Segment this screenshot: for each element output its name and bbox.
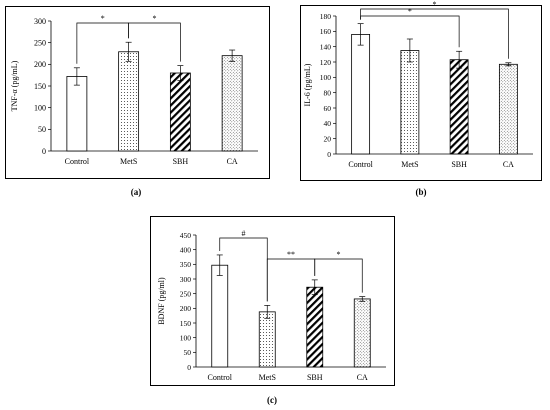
significance-label: # — [242, 229, 246, 238]
bar-sbh — [306, 286, 324, 368]
y-tick-label: 200 — [34, 60, 46, 69]
significance-label: * — [433, 0, 437, 9]
significance-label: * — [153, 14, 157, 23]
bar-sbh — [449, 59, 469, 155]
x-tick-label: SBH — [307, 373, 323, 382]
y-tick-label: 100 — [34, 103, 46, 112]
x-tick-label: SBH — [451, 160, 467, 169]
bar-ca — [498, 63, 518, 155]
y-tick-label: 80 — [324, 88, 332, 97]
y-axis-label: IL-6 (pg/mL) — [303, 63, 312, 106]
il6-chart: 0 20 40 60 80 100 120 140 160 180 IL-6 (pg/mL) Cont… — [303, 0, 533, 169]
y-tick-label: 0 — [187, 363, 191, 372]
bar-ca — [353, 298, 371, 368]
y-tick-label: 0 — [327, 150, 331, 159]
bar-control — [66, 76, 88, 152]
y-tick-label: 200 — [180, 304, 192, 313]
bar-control — [351, 33, 371, 155]
y-axis-label: BDNF (pg/ml) — [157, 277, 166, 325]
chart-panel-a: 0 50 100 150 200 250 300 TNF-α (pg/mL) Control Me… — [5, 6, 270, 179]
y-tick-label: 450 — [180, 231, 192, 240]
y-tick-label: 300 — [34, 17, 46, 26]
y-tick-label: 150 — [34, 82, 46, 91]
x-tick-label: MetS — [120, 157, 137, 166]
bar-ca — [221, 55, 243, 152]
y-axis-label: TNF-α (pg/mL) — [10, 60, 19, 111]
x-tick-label: SBH — [173, 157, 189, 166]
bar-sbh — [169, 72, 191, 152]
bdnf-chart: 0 50 100 150 200 250 300 350 400 450 BDNF (pg/ml) C… — [157, 229, 386, 382]
y-tick-label: 300 — [180, 275, 192, 284]
x-tick-label: Control — [65, 157, 90, 166]
y-tick-label: 100 — [320, 73, 332, 82]
bar-mets — [400, 50, 420, 155]
significance-label: * — [408, 7, 412, 16]
y-tick-label: 160 — [320, 27, 332, 36]
caption-c: (c) — [267, 395, 277, 405]
bar-mets — [258, 311, 276, 368]
y-tick-label: 150 — [180, 319, 192, 328]
x-tick-label: CA — [227, 157, 238, 166]
x-tick-label: Control — [348, 160, 373, 169]
y-tick-label: 40 — [324, 119, 332, 128]
y-tick-label: 180 — [320, 12, 332, 21]
caption-a: (a) — [130, 187, 142, 197]
significance-bracket — [314, 258, 363, 293]
y-tick-label: 60 — [324, 104, 332, 113]
significance-bracket — [360, 8, 509, 59]
y-tick-label: 0 — [42, 147, 46, 156]
y-tick-label: 100 — [180, 333, 192, 342]
x-tick-label: MetS — [401, 160, 418, 169]
y-tick-label: 140 — [320, 42, 332, 51]
y-tick-label: 50 — [184, 348, 192, 357]
chart-panel-c: 0 50 100 150 200 250 300 350 400 450 BDNF (pg/ml) C… — [150, 216, 395, 386]
significance-label: * — [337, 250, 341, 259]
significance-bracket — [128, 22, 181, 62]
y-tick-label: 400 — [180, 245, 192, 254]
y-tick-label: 20 — [324, 134, 332, 143]
x-tick-label: MetS — [259, 373, 276, 382]
x-tick-label: CA — [503, 160, 514, 169]
significance-label: ** — [287, 250, 295, 259]
y-tick-label: 250 — [34, 38, 46, 47]
x-tick-label: Control — [208, 373, 233, 382]
tnf-alpha-chart: 0 50 100 150 200 250 300 TNF-α (pg/mL) Control Me… — [10, 14, 258, 166]
chart-panel-b: 0 20 40 60 80 100 120 140 160 180 IL-6 (pg/mL) Cont… — [300, 0, 542, 181]
y-tick-label: 120 — [320, 58, 332, 67]
y-tick-label: 250 — [180, 289, 192, 298]
y-tick-label: 50 — [38, 125, 46, 134]
significance-label: * — [101, 14, 105, 23]
x-tick-label: CA — [357, 373, 368, 382]
bar-mets — [118, 51, 140, 152]
caption-b: (b) — [415, 187, 427, 197]
bar-control — [211, 264, 229, 368]
y-tick-label: 350 — [180, 260, 192, 269]
